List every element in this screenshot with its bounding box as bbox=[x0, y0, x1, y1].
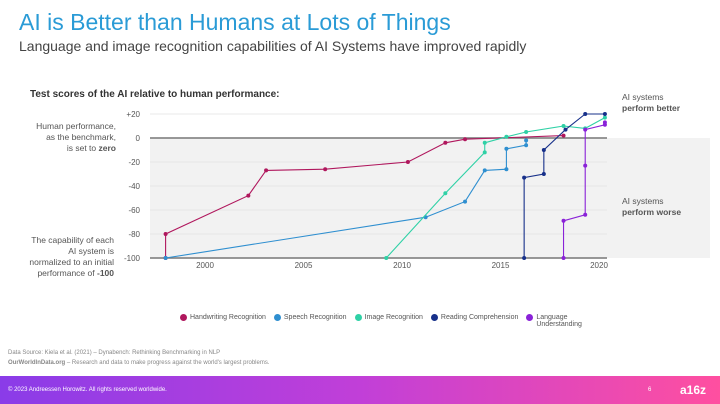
y-tick-label: 0 bbox=[136, 134, 141, 143]
data-point bbox=[522, 175, 527, 180]
note-line: AI system is bbox=[68, 246, 114, 256]
data-point bbox=[561, 124, 566, 128]
legend-item: Language Understanding bbox=[526, 314, 586, 328]
chart: +20 0 -20 -40 -60 -80 -100 2000 2005 2010 2015 2020 bbox=[124, 110, 710, 270]
legend-label: Image Recognition bbox=[364, 314, 423, 321]
data-point bbox=[541, 172, 546, 176]
data-point bbox=[602, 115, 607, 120]
note-line: Human performance, bbox=[36, 121, 116, 131]
data-point bbox=[583, 163, 588, 168]
note-bold: -100 bbox=[96, 268, 114, 278]
copyright: © 2023 Andreessen Horowitz. All rights r… bbox=[8, 387, 167, 393]
x-tick-label: 2000 bbox=[196, 261, 214, 270]
note-bold: perform better bbox=[622, 103, 681, 113]
legend-label: Language Understanding bbox=[536, 314, 582, 328]
legend-swatch bbox=[430, 314, 438, 321]
data-point bbox=[504, 167, 509, 172]
note-line: performance of -100 bbox=[29, 268, 114, 279]
data-point bbox=[246, 193, 251, 198]
note-line: AI systems bbox=[622, 196, 664, 206]
human-note: Human performance, as the benchmark, is … bbox=[36, 121, 116, 154]
a16z-logo: a16z bbox=[680, 383, 707, 397]
legend-item: Reading Comprehension bbox=[430, 314, 519, 328]
data-point bbox=[561, 218, 566, 223]
better-note: AI systems perform better bbox=[622, 92, 680, 114]
data-point bbox=[405, 160, 410, 164]
note-line: AI systems bbox=[622, 92, 664, 102]
data-point bbox=[561, 133, 566, 138]
data-point bbox=[163, 232, 168, 236]
legend-item: Image Recognition bbox=[354, 314, 423, 328]
x-tick-label: 2010 bbox=[393, 261, 411, 270]
legend-swatch bbox=[180, 314, 187, 321]
page-subtitle: Language and image recognition capabilit… bbox=[19, 38, 527, 54]
y-tick-label: -60 bbox=[128, 206, 140, 215]
data-point bbox=[583, 112, 588, 116]
data-point bbox=[583, 212, 588, 217]
legend-label: Speech Recognition bbox=[283, 314, 347, 321]
note-text: is set to bbox=[66, 143, 97, 153]
legend-swatch bbox=[526, 314, 534, 321]
y-tick-label: -40 bbox=[128, 182, 140, 191]
legend-item: Speech Recognition bbox=[273, 314, 347, 328]
y-tick-label: -100 bbox=[124, 254, 141, 263]
capability-note: The capability of each AI system is norm… bbox=[29, 235, 114, 279]
data-point bbox=[524, 143, 529, 148]
note-line: The capability of each bbox=[31, 235, 114, 245]
y-tick-label: -20 bbox=[128, 158, 140, 167]
data-point bbox=[384, 256, 389, 260]
legend-swatch bbox=[273, 314, 281, 321]
note-bold: perform worse bbox=[622, 207, 682, 217]
note-text: performance of bbox=[37, 268, 95, 278]
data-point bbox=[443, 140, 448, 145]
data-point bbox=[463, 199, 468, 204]
data-point bbox=[482, 140, 487, 145]
data-point bbox=[264, 168, 269, 173]
legend-item: Handwriting Recognition bbox=[180, 314, 266, 328]
x-tick-label: 2020 bbox=[590, 261, 608, 270]
data-point bbox=[602, 120, 607, 125]
series-line bbox=[165, 140, 527, 259]
legend-label: Handwriting Recognition bbox=[190, 314, 266, 321]
x-tick-label: 2005 bbox=[295, 261, 313, 270]
data-point bbox=[163, 256, 168, 260]
data-point bbox=[463, 137, 468, 142]
chart-title: Test scores of the AI relative to human … bbox=[30, 89, 280, 100]
owid-text: – Research and data to make progress aga… bbox=[65, 360, 270, 366]
data-point bbox=[323, 167, 328, 172]
note-line: normalized to an initial bbox=[29, 257, 114, 267]
owid-credit: OurWorldInData.org – Research and data t… bbox=[8, 360, 270, 366]
note-line: as the benchmark, bbox=[46, 132, 116, 142]
data-point bbox=[504, 134, 509, 139]
data-point bbox=[524, 130, 529, 134]
owid-link[interactable]: OurWorldInData.org bbox=[8, 360, 66, 366]
footer-bar: © 2023 Andreessen Horowitz. All rights r… bbox=[0, 376, 720, 404]
legend: Handwriting Recognition Speech Recogniti… bbox=[180, 314, 586, 328]
data-point bbox=[541, 148, 546, 152]
data-point bbox=[524, 138, 529, 143]
note-line: is set to zero bbox=[36, 143, 116, 154]
data-point bbox=[482, 168, 487, 173]
page-number: 6 bbox=[648, 387, 652, 393]
legend-swatch bbox=[354, 314, 362, 321]
data-point bbox=[583, 127, 588, 132]
worse-note: AI systems perform worse bbox=[622, 196, 681, 218]
data-point bbox=[602, 112, 607, 116]
data-point bbox=[443, 191, 448, 196]
data-point bbox=[482, 150, 487, 155]
data-point bbox=[522, 256, 527, 260]
data-source: Data Source: Kiela et al. (2021) – Dynab… bbox=[8, 350, 221, 356]
x-tick-label: 2015 bbox=[492, 261, 510, 270]
note-bold: zero bbox=[98, 143, 116, 153]
data-point bbox=[563, 127, 568, 132]
page-title: AI is Better than Humans at Lots of Thin… bbox=[19, 9, 451, 35]
legend-label: Reading Comprehension bbox=[440, 314, 519, 321]
y-tick-label: +20 bbox=[126, 110, 140, 119]
data-point bbox=[561, 256, 566, 260]
data-point bbox=[504, 146, 509, 151]
y-tick-label: -80 bbox=[128, 230, 140, 239]
